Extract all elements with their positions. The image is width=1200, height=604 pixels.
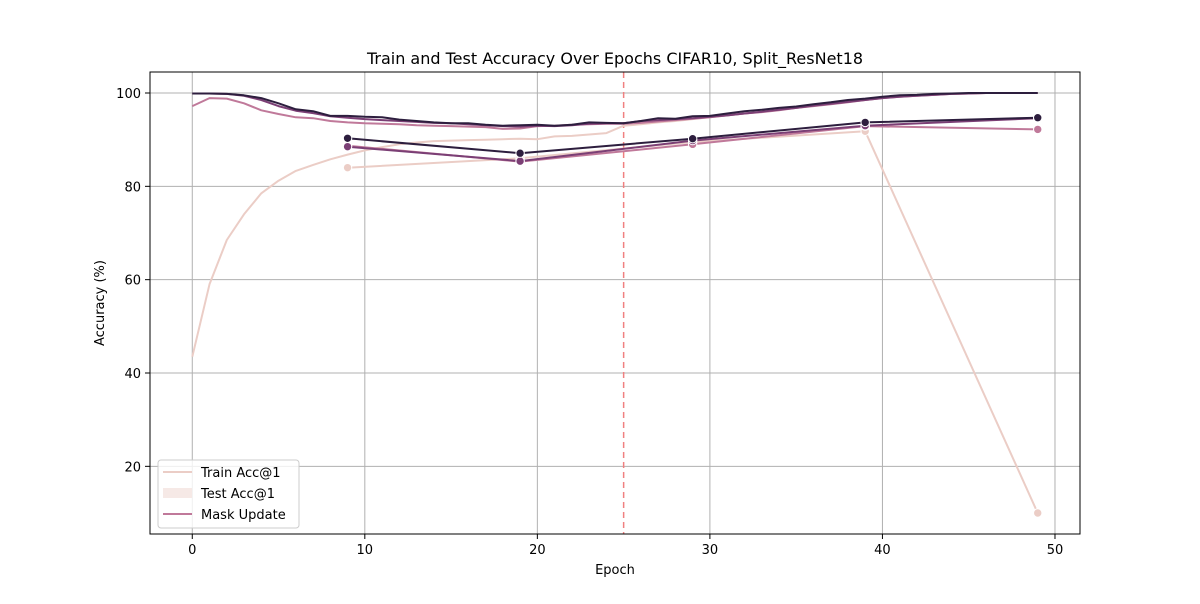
legend-label: Test Acc@1 (200, 487, 275, 502)
train-acc-line (191, 92, 1038, 357)
series-lines (191, 92, 1039, 514)
plot-frame (149, 71, 1081, 535)
y-tick-label: 80 (124, 180, 141, 195)
y-tick-label: 40 (124, 367, 141, 382)
train-acc-line (192, 92, 1038, 127)
test-acc-line (347, 130, 1039, 514)
y-tick-label: 100 (116, 87, 141, 102)
legend-label: Mask Update (201, 508, 286, 523)
y-tick-label: 60 (124, 274, 141, 289)
x-tick-label: 50 (1047, 543, 1064, 558)
y-tick-label: 20 (124, 460, 141, 475)
x-tick-label: 30 (702, 543, 719, 558)
x-axis-label: Epoch (595, 563, 635, 578)
x-tick-label: 40 (874, 543, 891, 558)
y-axis-label: Accuracy (%) (93, 260, 108, 346)
legend-swatch (163, 488, 192, 498)
test-acc-marker (1033, 508, 1043, 518)
test-acc-marker (1033, 113, 1043, 123)
legend-label: Train Acc@1 (200, 466, 281, 481)
legend: Train Acc@1 Test Acc@1 Mask Update (157, 459, 300, 529)
test-acc-marker (515, 148, 525, 158)
grid-lines (150, 72, 1080, 534)
y-axis-ticks: 20 40 60 80 100 (116, 87, 150, 475)
x-tick-label: 10 (357, 543, 374, 558)
test-acc-marker (515, 156, 525, 166)
x-axis-ticks: 0 10 20 30 40 50 (188, 534, 1063, 558)
test-acc-marker (860, 117, 870, 128)
series-markers (342, 113, 1043, 518)
test-acc-marker (342, 162, 353, 173)
test-acc-marker (342, 133, 353, 143)
test-acc-marker (687, 134, 698, 144)
x-tick-label: 20 (529, 543, 546, 558)
legend-box (157, 459, 300, 529)
x-tick-label: 0 (188, 543, 196, 558)
test-acc-marker (342, 141, 353, 152)
chart-title: Train and Test Accuracy Over Epochs CIFA… (366, 49, 863, 69)
test-acc-marker (1033, 124, 1043, 135)
